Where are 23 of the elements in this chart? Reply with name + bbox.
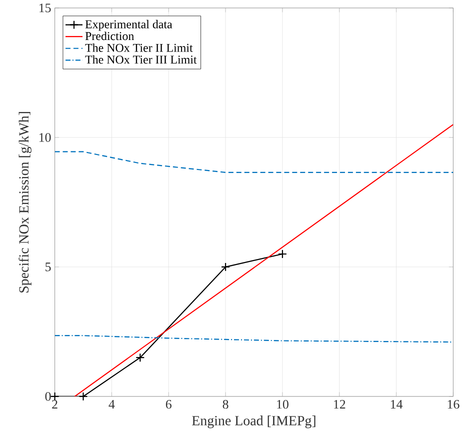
x-axis-title: Engine Load [IMEPg] (192, 415, 316, 428)
x-tick-label: 12 (334, 400, 346, 408)
legend-label: Prediction (85, 32, 134, 40)
x-tick-label: 8 (222, 400, 228, 409)
point (278, 249, 287, 258)
point (136, 352, 145, 362)
x-tick-label: 10 (277, 400, 288, 409)
legend-label: The NOx Tier II Limit (85, 43, 193, 52)
x-tick-label: 2 (52, 400, 58, 408)
y-tick-label: 0 (45, 392, 51, 401)
x-tick-label: 16 (448, 400, 460, 409)
y-axis-title: Specific NOx Emission [g/kWh] (18, 112, 32, 292)
legend-label: The NOx Tier III Limit (85, 55, 197, 64)
point (78, 392, 88, 401)
line-series (54, 334, 454, 342)
point (221, 262, 230, 272)
y-tick-label: 10 (39, 132, 51, 142)
x-tick-label: 4 (108, 400, 115, 408)
x-tick-label: 6 (166, 400, 172, 409)
y-tick-label: 5 (46, 262, 51, 272)
y-tick-label: 15 (39, 4, 51, 12)
legend-label: Experimental data (85, 20, 172, 31)
x-tick-label: 14 (390, 400, 403, 408)
